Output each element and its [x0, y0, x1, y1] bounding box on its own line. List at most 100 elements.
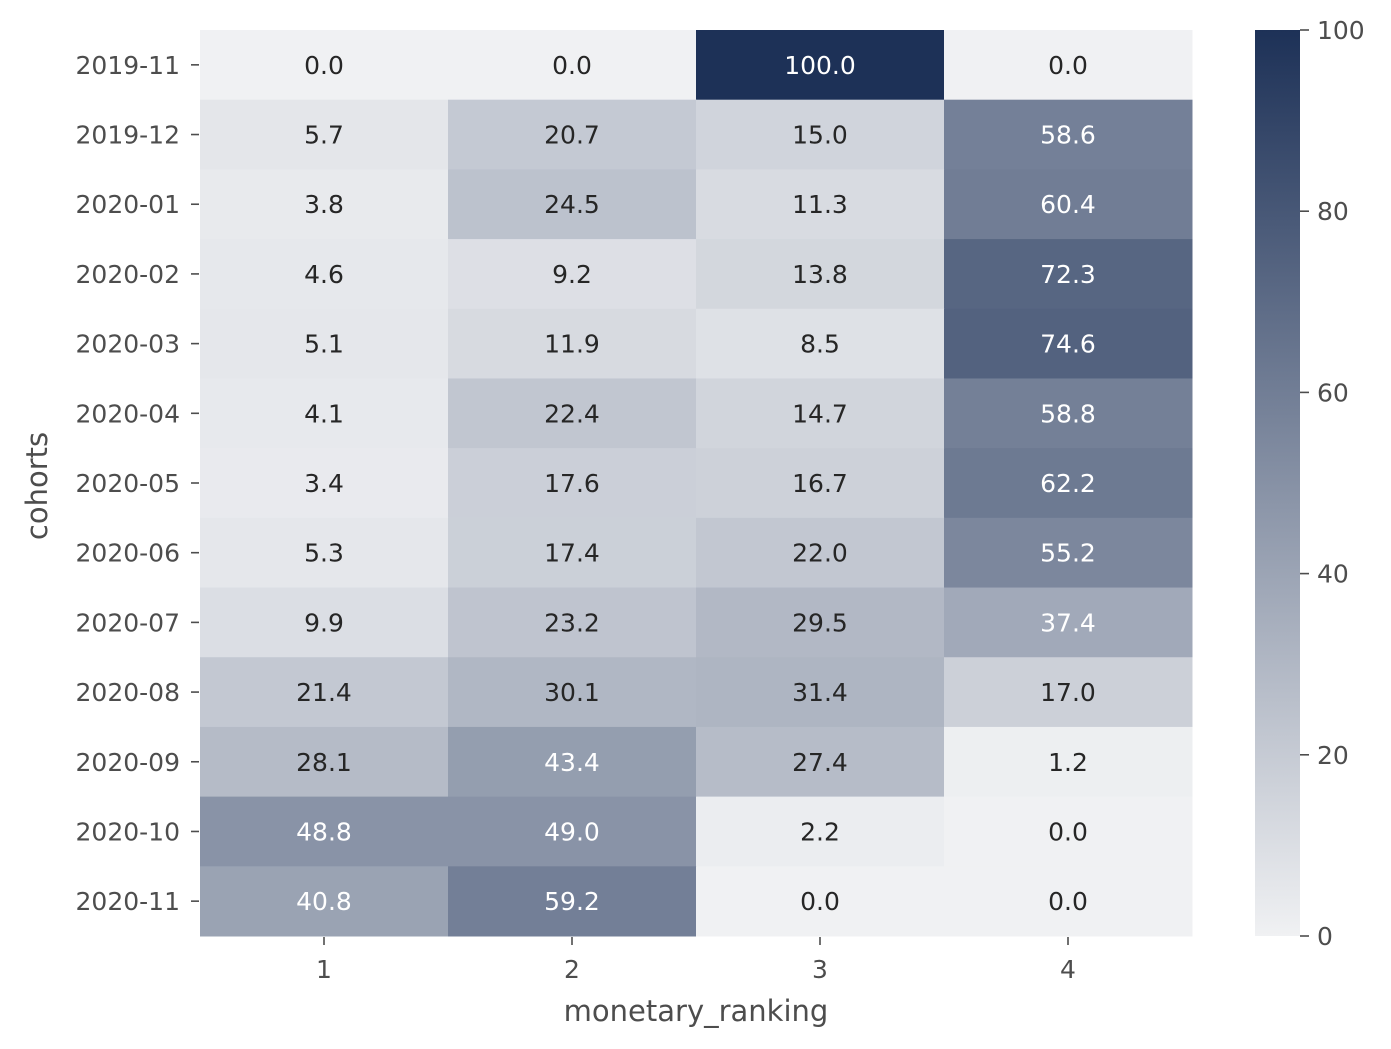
heatmap-cell: [448, 30, 697, 101]
cell-value-label: 49.0: [544, 817, 600, 846]
y-tick-label: 2020-03: [76, 330, 180, 359]
heatmap-cell-labels: 0.0 0.0 100.0 0.0 5.7 20.7 15.0 58.6 3.8 24.5 11.3…: [296, 51, 1096, 916]
cell-value-label: 22.0: [792, 539, 848, 568]
heatmap-cell: [944, 517, 1193, 589]
cell-value-label: 30.1: [544, 678, 600, 707]
cell-value-label: 11.9: [544, 330, 600, 359]
heatmap-cell: [944, 308, 1193, 379]
heatmap-cell: [696, 378, 945, 449]
cell-value-label: 11.3: [792, 190, 848, 219]
cell-value-label: 5.3: [304, 539, 344, 568]
heatmap-cell: [200, 308, 449, 379]
y-tick-label: 2019-12: [76, 121, 180, 150]
cell-value-label: 8.5: [800, 330, 840, 359]
x-tick-label: 3: [812, 955, 828, 984]
cell-value-label: 17.6: [544, 469, 600, 498]
cell-value-label: 0.0: [1048, 887, 1088, 916]
cell-value-label: 21.4: [296, 678, 352, 707]
heatmap-cell: [200, 448, 449, 519]
cell-value-label: 27.4: [792, 748, 848, 777]
x-tick-label: 2: [564, 955, 580, 984]
y-tick-label: 2020-04: [76, 399, 180, 428]
cell-value-label: 17.4: [544, 539, 600, 568]
cell-value-label: 22.4: [544, 399, 600, 428]
heatmap-cell: [448, 796, 697, 867]
heatmap-cell: [200, 866, 449, 937]
heatmap-cell: [696, 657, 945, 728]
cell-value-label: 59.2: [544, 887, 600, 916]
heatmap-cell: [696, 239, 945, 310]
colorbar-tick-label: 80: [1317, 197, 1349, 226]
x-axis-title: monetary_ranking: [564, 994, 829, 1028]
cell-value-label: 9.9: [304, 608, 344, 637]
heatmap-cell: [696, 726, 945, 798]
x-tick-label: 1: [316, 955, 332, 984]
heatmap-cell: [200, 30, 449, 101]
cell-value-label: 48.8: [296, 817, 352, 846]
heatmap-cell: [448, 378, 697, 449]
cell-value-label: 0.0: [1048, 817, 1088, 846]
colorbar-tick-label: 60: [1317, 378, 1349, 407]
cell-value-label: 58.8: [1040, 399, 1096, 428]
cell-value-label: 28.1: [296, 748, 352, 777]
heatmap-cell: [944, 99, 1193, 170]
y-tick-label: 2020-01: [76, 190, 180, 219]
heatmap-cell: [200, 239, 449, 310]
heatmap-cell: [696, 866, 945, 937]
y-tick-label: 2020-07: [76, 608, 180, 637]
heatmap-cell: [944, 169, 1193, 240]
heatmap-cell: [944, 378, 1193, 449]
y-tick-label: 2020-02: [76, 260, 180, 289]
heatmap-cell: [448, 517, 697, 589]
cell-value-label: 0.0: [800, 887, 840, 916]
heatmap-cell: [448, 657, 697, 728]
y-axis-title: cohorts: [20, 432, 54, 540]
cell-value-label: 1.2: [1048, 748, 1088, 777]
heatmap-cell: [448, 587, 697, 658]
heatmap-cell: [200, 169, 449, 240]
y-tick-label: 2020-05: [76, 469, 180, 498]
cell-value-label: 58.6: [1040, 121, 1096, 150]
heatmap-cell: [944, 587, 1193, 658]
heatmap-cell: [696, 169, 945, 240]
heatmap-cell: [200, 796, 449, 867]
cell-value-label: 4.6: [304, 260, 344, 289]
cell-value-label: 5.7: [304, 121, 344, 150]
y-tick-label: 2020-08: [76, 678, 180, 707]
heatmap-cell: [448, 169, 697, 240]
colorbar-ticks: 0 20 40 60 80 100: [1300, 16, 1365, 951]
cell-value-label: 0.0: [1048, 51, 1088, 80]
heatmap-cell: [944, 448, 1193, 519]
heatmap-cell: [944, 239, 1193, 310]
colorbar: [1255, 30, 1300, 936]
cell-value-label: 60.4: [1040, 190, 1096, 219]
heatmap-cell: [200, 726, 449, 798]
heatmap-cell: [448, 448, 697, 519]
cell-value-label: 5.1: [304, 330, 344, 359]
heatmap-cell: [944, 657, 1193, 728]
cell-value-label: 31.4: [792, 678, 848, 707]
colorbar-tick-label: 20: [1317, 741, 1349, 770]
y-tick-label: 2020-09: [76, 748, 180, 777]
cell-value-label: 43.4: [544, 748, 600, 777]
y-tick-label: 2020-06: [76, 539, 180, 568]
cell-value-label: 74.6: [1040, 330, 1096, 359]
cell-value-label: 0.0: [552, 51, 592, 80]
heatmap-cell: [696, 99, 945, 170]
heatmap-cell: [448, 239, 697, 310]
cell-value-label: 55.2: [1040, 539, 1096, 568]
x-axis: 1 2 3 4: [316, 937, 1076, 984]
heatmap-cell: [448, 866, 697, 937]
y-axis: 2019-11 2019-12 2020-01 2020-02 2020-03 2020-…: [76, 51, 199, 916]
cell-value-label: 14.7: [792, 399, 848, 428]
colorbar-tick-label: 100: [1317, 16, 1365, 45]
y-tick-label: 2020-10: [76, 817, 180, 846]
heatmap-cell: [696, 796, 945, 867]
heatmap-cell: [200, 99, 449, 170]
colorbar-tick-label: 40: [1317, 560, 1349, 589]
cell-value-label: 24.5: [544, 190, 600, 219]
heatmap-cell: [696, 448, 945, 519]
heatmap-cell: [448, 726, 697, 798]
cell-value-label: 16.7: [792, 469, 848, 498]
